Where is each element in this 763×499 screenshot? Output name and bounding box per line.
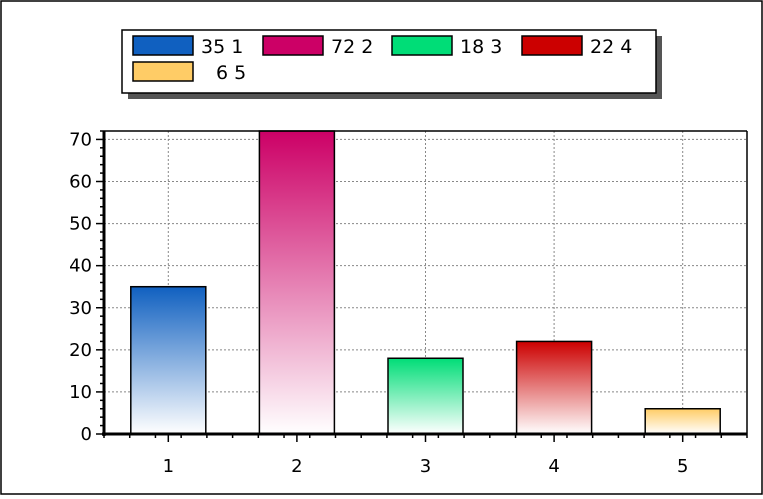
legend-swatch-4 bbox=[521, 35, 583, 56]
y-tick-label: 70 bbox=[69, 129, 92, 150]
x-tick-label: 2 bbox=[291, 456, 302, 477]
x-tick-label: 1 bbox=[163, 456, 174, 477]
legend-label-5: 6 5 bbox=[216, 62, 246, 84]
y-tick-label: 40 bbox=[69, 256, 92, 277]
y-tick-label: 0 bbox=[81, 424, 92, 445]
x-tick-label: 4 bbox=[548, 456, 559, 477]
bar-2 bbox=[258, 130, 336, 435]
x-tick-label: 3 bbox=[420, 456, 431, 477]
legend: 35 1 72 2 18 3 22 4 6 5 bbox=[121, 29, 662, 99]
legend-label-3: 18 3 bbox=[460, 36, 502, 58]
legend-swatch-1 bbox=[132, 35, 194, 56]
legend-label-2: 72 2 bbox=[331, 36, 373, 58]
legend-label-4: 22 4 bbox=[590, 36, 632, 58]
bar-3 bbox=[387, 357, 464, 435]
legend-label-1: 35 1 bbox=[201, 36, 243, 58]
legend-swatch-5 bbox=[132, 61, 194, 82]
bar-1 bbox=[130, 285, 207, 435]
y-tick-label: 20 bbox=[69, 340, 92, 361]
plot-area: 0 10 20 30 40 50 60 70 1 2 3 4 5 bbox=[69, 129, 748, 477]
legend-swatch-3 bbox=[391, 35, 453, 56]
bar-5 bbox=[644, 408, 721, 435]
y-tick-label: 30 bbox=[69, 298, 92, 319]
y-tick-label: 10 bbox=[69, 382, 92, 403]
legend-swatch-2 bbox=[262, 35, 324, 56]
bar-4 bbox=[515, 340, 593, 435]
y-tick-label: 60 bbox=[69, 172, 92, 193]
y-tick-label: 50 bbox=[69, 214, 92, 235]
x-tick-label: 5 bbox=[677, 456, 688, 477]
